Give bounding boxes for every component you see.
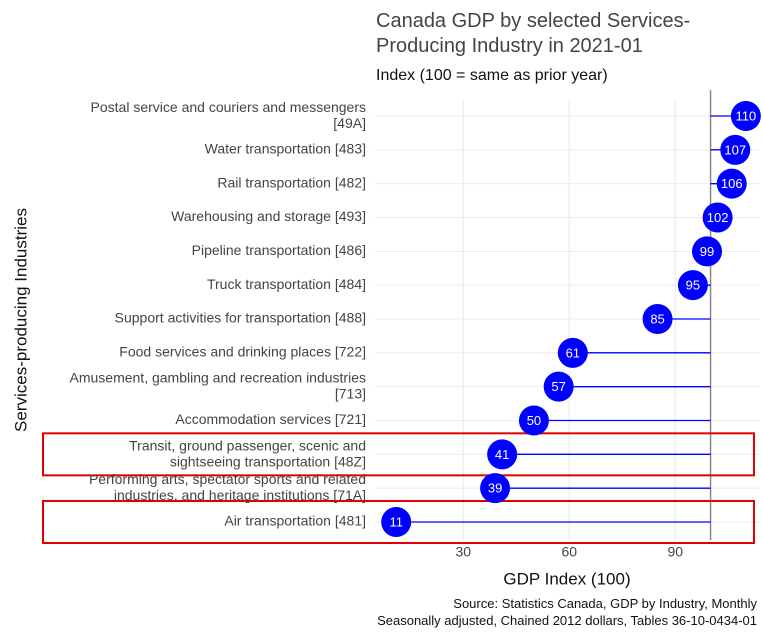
caption: Source: Statistics Canada, GDP by Indust… <box>377 596 757 628</box>
chart-title: Canada GDP by selected Services-Producin… <box>376 10 690 57</box>
highlight-box <box>42 432 755 477</box>
y-tick-label: Rail transportation [482] <box>217 174 366 190</box>
y-axis-label: Services-producing Industries <box>11 208 30 432</box>
y-tick-label: Support activities for transportation [4… <box>115 310 366 326</box>
dot <box>642 304 673 334</box>
value-label: 57 <box>551 379 565 394</box>
value-label: 50 <box>527 413 541 428</box>
dot <box>480 473 511 504</box>
y-tick-label: Accommodation services [721] <box>175 411 366 427</box>
y-tick-label: Transit, ground passenger, scenic and sig… <box>129 437 366 469</box>
y-tick-label: Pipeline transportation [486] <box>192 242 366 258</box>
value-label: 110 <box>736 108 757 123</box>
dot <box>716 168 747 199</box>
value-label: 39 <box>488 481 502 496</box>
y-tick-label: Food services and drinking places [722] <box>119 344 366 360</box>
value-label: 95 <box>686 278 700 293</box>
dot <box>381 507 412 537</box>
y-tick-label: Performing arts, spectator sports and re… <box>89 471 366 503</box>
value-label: 61 <box>566 345 580 360</box>
value-label: 11 <box>389 514 403 529</box>
value-label: 102 <box>707 210 729 225</box>
dot <box>543 371 574 402</box>
y-tick-label: Water transportation [483] <box>205 141 366 157</box>
value-label: 107 <box>724 142 746 157</box>
x-tick-label: 30 <box>456 544 472 560</box>
value-label: 85 <box>650 311 664 326</box>
dot <box>677 270 708 301</box>
chart-subtitle: Index (100 = same as prior year) <box>376 67 608 84</box>
dot <box>518 405 549 436</box>
highlight-box <box>42 500 755 544</box>
dot <box>702 202 733 233</box>
y-tick-label: Amusement, gambling and recreation indus… <box>70 369 367 401</box>
x-tick-label: 90 <box>667 544 683 560</box>
x-axis-label: GDP Index (100) <box>503 569 630 588</box>
y-tick-label: Warehousing and storage [493] <box>171 208 366 224</box>
value-label: 106 <box>721 176 743 191</box>
dot <box>720 134 751 165</box>
dot <box>730 101 761 131</box>
value-label: 41 <box>495 447 509 462</box>
y-tick-label: Postal service and couriers and messenge… <box>91 99 366 131</box>
y-tick-label: Truck transportation [484] <box>207 276 366 292</box>
dot <box>692 236 723 267</box>
value-label: 99 <box>700 244 714 259</box>
x-tick-label: 60 <box>561 544 577 560</box>
dot <box>557 337 588 368</box>
dot <box>487 439 518 470</box>
y-tick-label: Air transportation [481] <box>224 513 366 529</box>
